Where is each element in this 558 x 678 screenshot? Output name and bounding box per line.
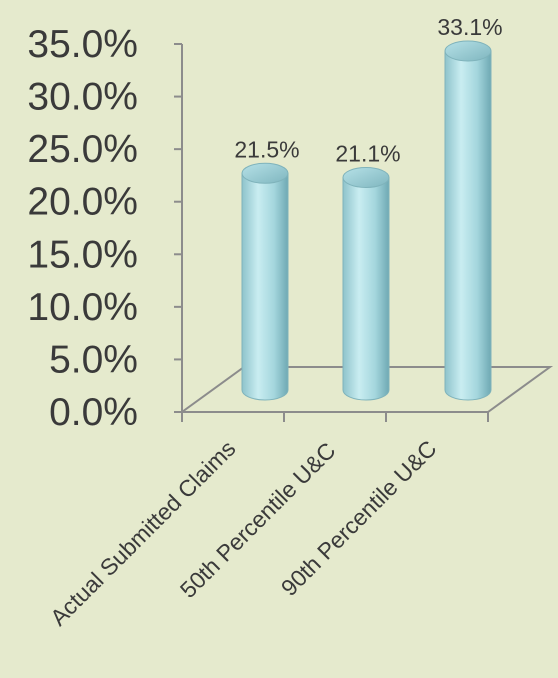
x-tick-label: Actual Submitted Claims — [45, 435, 241, 631]
data-label: 21.5% — [234, 136, 299, 162]
y-tick-label: 0.0% — [49, 391, 138, 434]
bar — [444, 40, 492, 401]
y-tick-label: 15.0% — [27, 233, 138, 276]
data-label: 33.1% — [437, 14, 502, 40]
bar — [241, 162, 289, 401]
bar-cylinder-body — [444, 50, 492, 401]
y-tick-label: 35.0% — [27, 23, 138, 66]
bar-cylinder-cap — [342, 167, 390, 189]
bars — [241, 40, 492, 401]
bar-cylinder-cap — [444, 40, 492, 62]
y-tick-label: 5.0% — [49, 338, 138, 381]
bar-cylinder-body — [342, 177, 390, 401]
y-tick-label: 30.0% — [27, 76, 138, 119]
data-label: 21.1% — [335, 141, 400, 167]
data-labels: 21.5% 21.1% 33.1% — [234, 14, 502, 167]
y-tick-label: 20.0% — [27, 181, 138, 224]
axes — [174, 43, 554, 422]
y-tick-label: 25.0% — [27, 128, 138, 171]
y-axis-tick-labels: 0.0% 5.0% 10.0% 15.0% 20.0% 25.0% 30.0% 35.0% — [27, 23, 138, 434]
bar — [342, 167, 390, 401]
bar-cylinder-cap — [241, 162, 289, 184]
bar-cylinder-body — [241, 172, 289, 401]
y-tick-label: 10.0% — [27, 286, 138, 329]
